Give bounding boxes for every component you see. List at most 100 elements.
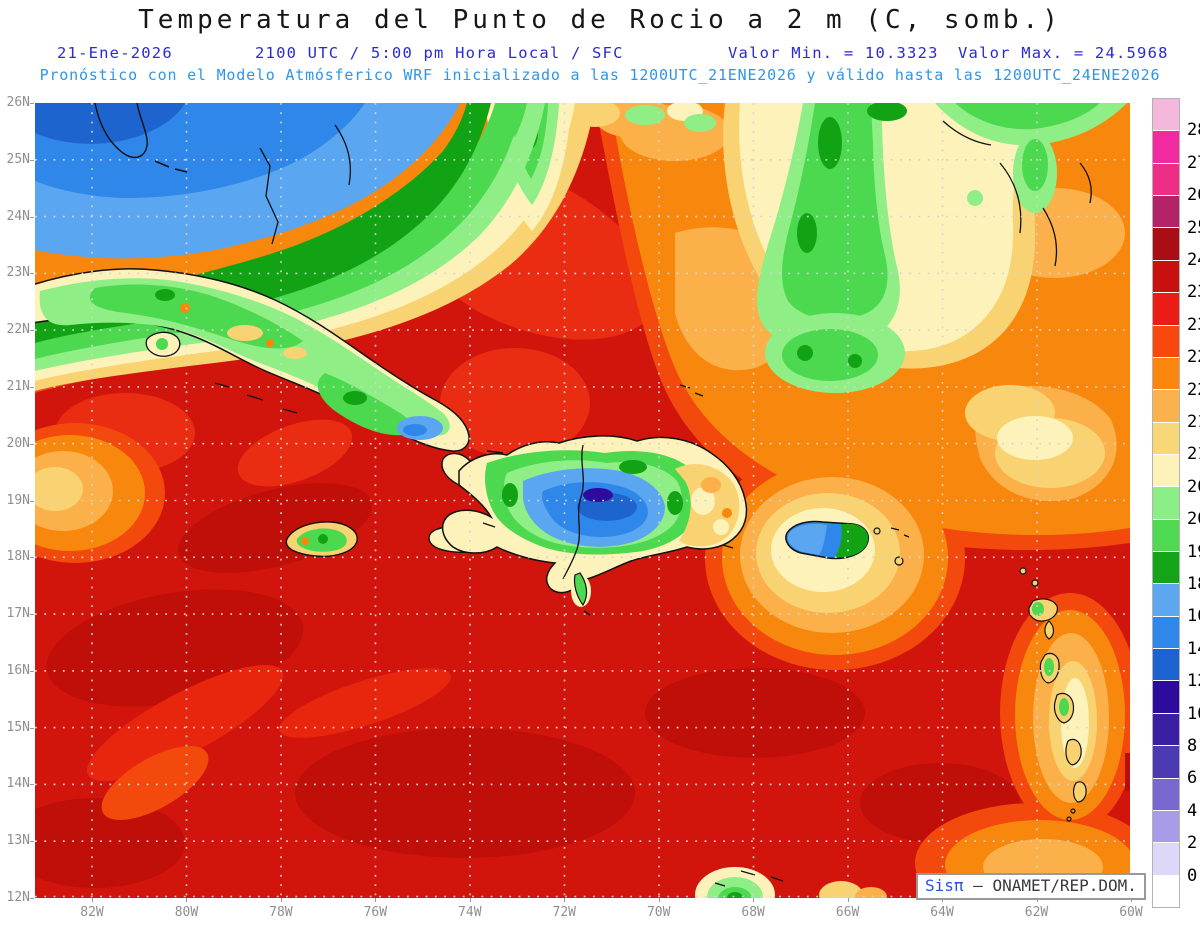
color-scale-block [1153,99,1179,131]
forecast-date: 21-Ene-2026 [57,44,173,62]
lon-tick [658,898,660,902]
color-scale-boundary-label: 23 [1187,314,1200,335]
lon-tick [1130,898,1132,902]
lon-tick [186,898,188,902]
color-scale-block [1153,260,1179,293]
color-scale-boundary-label: 18 [1187,574,1200,594]
color-scale-boundary-label: 22 [1187,379,1200,400]
map-canvas [35,103,1130,898]
lat-label: 18N [6,549,30,565]
lon-label: 70W [646,905,671,920]
lat-tick [30,103,34,104]
color-scale-block [1153,357,1179,390]
lon-tick [375,898,377,902]
color-scale-boundary-label: 25 [1187,217,1200,238]
lat-tick [30,670,34,672]
color-scale-block [1153,131,1179,163]
color-scale-boundary-label: 27 [1187,152,1200,173]
lat-label: 23N [6,265,30,281]
south-edge-islands [695,867,887,898]
color-scale-boundary-label: 12 [1187,671,1200,692]
color-scale-boundary-label: 16 [1187,606,1200,627]
lat-tick [30,216,34,218]
color-scale-block [1153,552,1179,584]
hispaniola-island [428,435,748,616]
lat-label: 14N [6,776,30,792]
lat-label: 15N [6,719,30,735]
lat-tick [30,727,34,729]
lon-tick [92,898,93,902]
color-scale-boundary-label: 4 [1187,800,1198,821]
lat-tick [30,273,34,275]
lon-tick [280,898,282,902]
color-scale-block [1153,875,1179,907]
lon-label: 64W [930,905,954,920]
color-scale-block [1153,325,1179,357]
color-scale-boundary-label: 14 [1187,638,1200,659]
page-title: Temperatura del Punto de Rocio a 2 m (C,… [138,5,1062,35]
lon-label: 66W [835,905,860,920]
lat-tick [30,159,34,161]
color-scale-block [1153,713,1179,746]
lon-label: 60W [1119,905,1143,920]
color-scale-block [1153,778,1179,810]
bahamas [259,120,1092,397]
color-scale [1152,98,1180,908]
lon-label: 76W [363,905,388,920]
lat-label: 16N [6,662,30,678]
color-scale-block [1153,746,1179,778]
value-min-label: Valor Min. = 10.3323 [728,44,939,62]
color-scale-boundary-label: 20 [1187,509,1200,530]
lat-label: 20N [6,435,30,451]
weather-map [35,103,1130,898]
virgin-islands [890,527,910,538]
color-scale-block [1153,584,1179,616]
lat-label: 19N [6,492,30,508]
lat-tick [30,557,34,559]
cuba-island [35,268,470,452]
color-scale-block [1153,228,1179,260]
lon-label: 74W [458,905,482,920]
right-edge-red-streak [1125,753,1130,791]
color-scale-boundary-label: 21 [1187,444,1200,465]
color-scale-block [1153,649,1179,681]
lon-label: 68W [741,905,765,920]
lon-label: 82W [80,905,104,920]
jamaica-island [285,521,358,558]
lat-tick [30,614,34,616]
lat-tick [30,500,34,502]
lat-tick [30,784,34,786]
lon-tick [753,898,755,902]
color-scale-block [1153,681,1179,713]
color-scale-boundary-label: 21.5 [1187,412,1200,432]
lat-label: 13N [6,833,30,849]
watermark-separator: – [963,876,993,895]
lat-label: 22N [6,322,30,338]
lat-label: 12N [6,890,30,905]
color-scale-block [1153,454,1179,487]
color-scale-block [1153,163,1179,196]
color-scale-block [1153,422,1179,454]
dewpoint-minimum-core [583,488,613,502]
color-scale-block [1153,810,1179,843]
puerto-rico-island [785,520,910,566]
lat-label: 26N [6,95,30,110]
color-scale-boundary-label: 24.5 [1187,250,1200,270]
florida-coastline [94,103,148,158]
color-scale-boundary-label: 22.5 [1187,347,1200,368]
lat-tick [30,443,34,445]
color-scale-block [1153,616,1179,649]
lat-label: 24N [6,208,30,224]
lat-tick [30,386,34,388]
lat-tick [30,330,34,332]
color-scale-block [1153,293,1179,325]
color-scale-block [1153,519,1179,552]
color-scale-boundary-label: 20.5 [1187,476,1200,497]
watermark-org: ONAMET/REP.DOM. [992,876,1137,895]
haiti-dr-border [562,444,584,580]
color-scale-boundary-label: 10 [1187,703,1200,724]
lon-label: 62W [1024,905,1049,920]
lon-tick [942,898,944,902]
color-scale-block [1153,390,1179,422]
